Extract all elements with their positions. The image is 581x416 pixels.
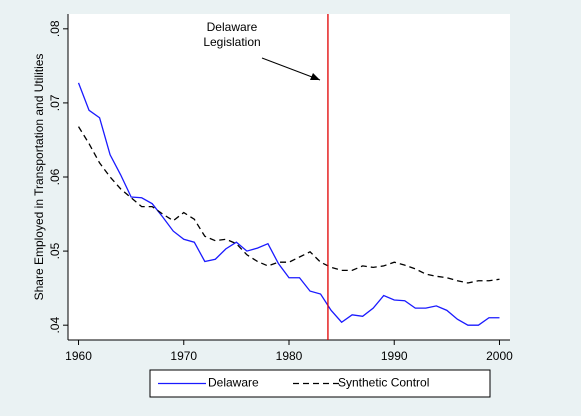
y-tick-label: .07 [48, 94, 62, 111]
legend [149, 369, 491, 398]
x-tick-label: 1970 [170, 349, 197, 363]
x-tick-label: 2000 [486, 349, 513, 363]
y-tick-label: .06 [48, 168, 62, 185]
y-tick-label: .08 [48, 20, 62, 37]
annotation-arrow [261, 57, 321, 81]
legend-label: Delaware [208, 376, 259, 390]
plot-area [68, 14, 510, 340]
x-tick-label: 1980 [276, 349, 303, 363]
annotation-arrowhead [310, 73, 320, 80]
series-line [77, 82, 500, 326]
annotation: Delaware [207, 20, 258, 34]
annotation: Legislation [203, 35, 260, 49]
y-axis-title: Share Employed in Transportation and Uti… [32, 54, 46, 301]
x-tick-label: 1990 [381, 349, 408, 363]
legend-label: Synthetic Control [338, 376, 429, 390]
x-tick-label: 1960 [65, 349, 92, 363]
y-tick-label: .04 [48, 317, 62, 334]
series-line [77, 126, 500, 284]
y-tick-label: .05 [48, 242, 62, 259]
